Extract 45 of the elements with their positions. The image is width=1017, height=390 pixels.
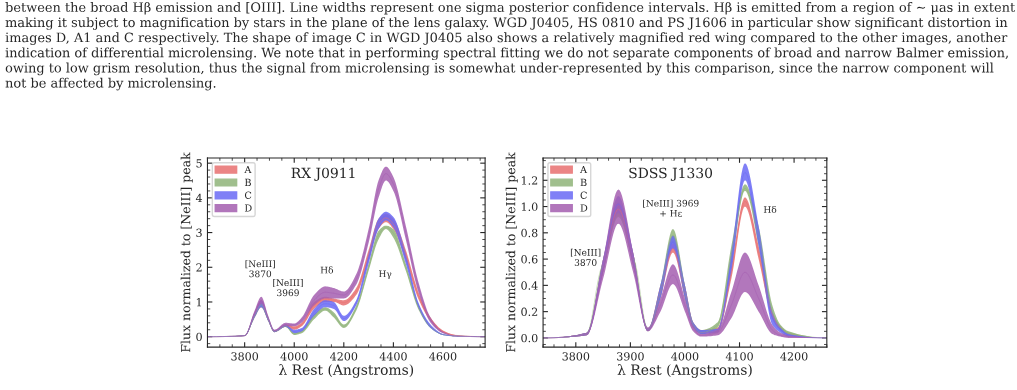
x-tick-label: 3800 [231, 352, 259, 361]
annotation: [NeIII] 3969 + Hε [643, 199, 699, 217]
x-tick-label: 3800 [562, 352, 590, 361]
legend-label: C [244, 191, 252, 199]
x-tick-label: 4000 [671, 352, 699, 361]
y-tick-label: 0.8 [521, 228, 538, 238]
annotation: [NeIII] 3969 [273, 279, 303, 297]
x-axis-title: λ Rest (Angstroms) [279, 364, 414, 378]
y-tick-label: 4 [195, 193, 203, 203]
x-tick-label: 3900 [617, 352, 644, 361]
annotation: Hδ [320, 266, 334, 274]
text: SDSS J1330 [629, 167, 713, 181]
text: RX J0911 [291, 167, 355, 181]
legend-label: B [580, 178, 587, 186]
annotation: [NeIII] 3870 [570, 248, 601, 266]
x-tick-label: 4400 [379, 352, 407, 361]
legend-label: D [244, 204, 252, 212]
y-tick-label: 3 [196, 228, 202, 237]
y-tick-label: 1 [196, 297, 202, 307]
legend-label: C [580, 191, 587, 199]
x-tick-label: 4000 [280, 352, 308, 361]
annotation: [NeIII] 3870 [245, 260, 275, 278]
y-tick-label: 0.2 [521, 307, 538, 317]
x-tick-label: 4100 [725, 352, 753, 361]
y-axis-title: Flux normalized to [NeIII] peak [180, 152, 193, 353]
y-tick-label: 0.0 [521, 333, 538, 343]
annotation: Hδ [763, 205, 777, 213]
x-axis-title: λ Rest (Angstroms) [617, 364, 752, 378]
x-tick-label: 4200 [780, 352, 808, 361]
y-tick-label: 0.6 [521, 255, 538, 264]
y-tick-label: 0.4 [521, 281, 538, 290]
x-tick-label: 4600 [429, 352, 457, 361]
legend-label: B [244, 178, 251, 186]
y-tick-label: 1.0 [521, 202, 538, 211]
y-tick-label: 2 [196, 263, 202, 272]
text: between the broad Hβ emission and [OIII]. Line widths represent one sigma posterior confidence intervals. Hβ is emitted from a region of ∼ μas in extent making it subject to magnification by stars in the plane of the lens galaxy. WGD J0405, HS 0810 and PS J1606 in particular show significant distortion in images D, A1 and C respectively. The shape of image C in WGD J0405 also shows a relatively magnified red wing compared to the other images, another indication of differential microlensing. We note that in performing spectral fitting we do not separate components of broad and narrow Balmer emission, owing to low grism resolution, thus the signal from microlensing is somewhat under-represented by this comparison, since the narrow component will not be affected by microlensing. [5, 1, 1016, 91]
annotation: Hγ [379, 270, 392, 279]
x-tick-label: 4200 [330, 352, 358, 361]
y-tick-label: 5 [196, 159, 202, 168]
legend-label: A [579, 166, 588, 174]
legend-label: D [580, 204, 588, 212]
y-axis-title: Flux normalized to [NeIII] peak [505, 152, 518, 353]
y-tick-label: 1.2 [521, 176, 538, 185]
y-tick-label: 0 [196, 332, 202, 342]
legend-label: A [244, 166, 252, 174]
